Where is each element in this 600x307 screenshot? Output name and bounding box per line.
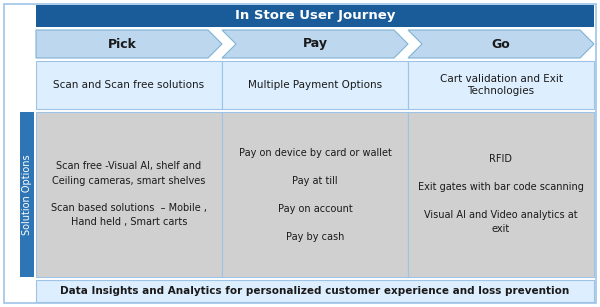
Text: RFID

Exit gates with bar code scanning

Visual AI and Video analytics at
exit: RFID Exit gates with bar code scanning V… xyxy=(418,154,584,235)
Text: Solution Options: Solution Options xyxy=(22,154,32,235)
Bar xyxy=(408,61,594,109)
Polygon shape xyxy=(408,30,594,58)
Text: Data Insights and Analytics for personalized customer experience and loss preven: Data Insights and Analytics for personal… xyxy=(61,286,569,296)
Text: Pick: Pick xyxy=(107,37,136,50)
Bar xyxy=(20,112,34,277)
Text: Pay: Pay xyxy=(302,37,328,50)
Polygon shape xyxy=(36,30,222,58)
Text: Pay on device by card or wallet

Pay at till

Pay on account

Pay by cash: Pay on device by card or wallet Pay at t… xyxy=(239,147,391,242)
Bar xyxy=(36,5,594,27)
Text: In Store User Journey: In Store User Journey xyxy=(235,10,395,22)
Polygon shape xyxy=(222,30,408,58)
Text: Cart validation and Exit
Technologies: Cart validation and Exit Technologies xyxy=(439,74,563,96)
Bar xyxy=(222,112,408,277)
Text: Scan free -Visual AI, shelf and
Ceiling cameras, smart shelves

Scan based solut: Scan free -Visual AI, shelf and Ceiling … xyxy=(51,161,207,227)
Bar xyxy=(36,112,222,277)
Text: Scan and Scan free solutions: Scan and Scan free solutions xyxy=(53,80,205,90)
Bar xyxy=(408,112,594,277)
Bar xyxy=(222,61,408,109)
Text: Go: Go xyxy=(491,37,511,50)
Bar xyxy=(36,61,222,109)
Bar xyxy=(36,280,594,302)
Text: Multiple Payment Options: Multiple Payment Options xyxy=(248,80,382,90)
